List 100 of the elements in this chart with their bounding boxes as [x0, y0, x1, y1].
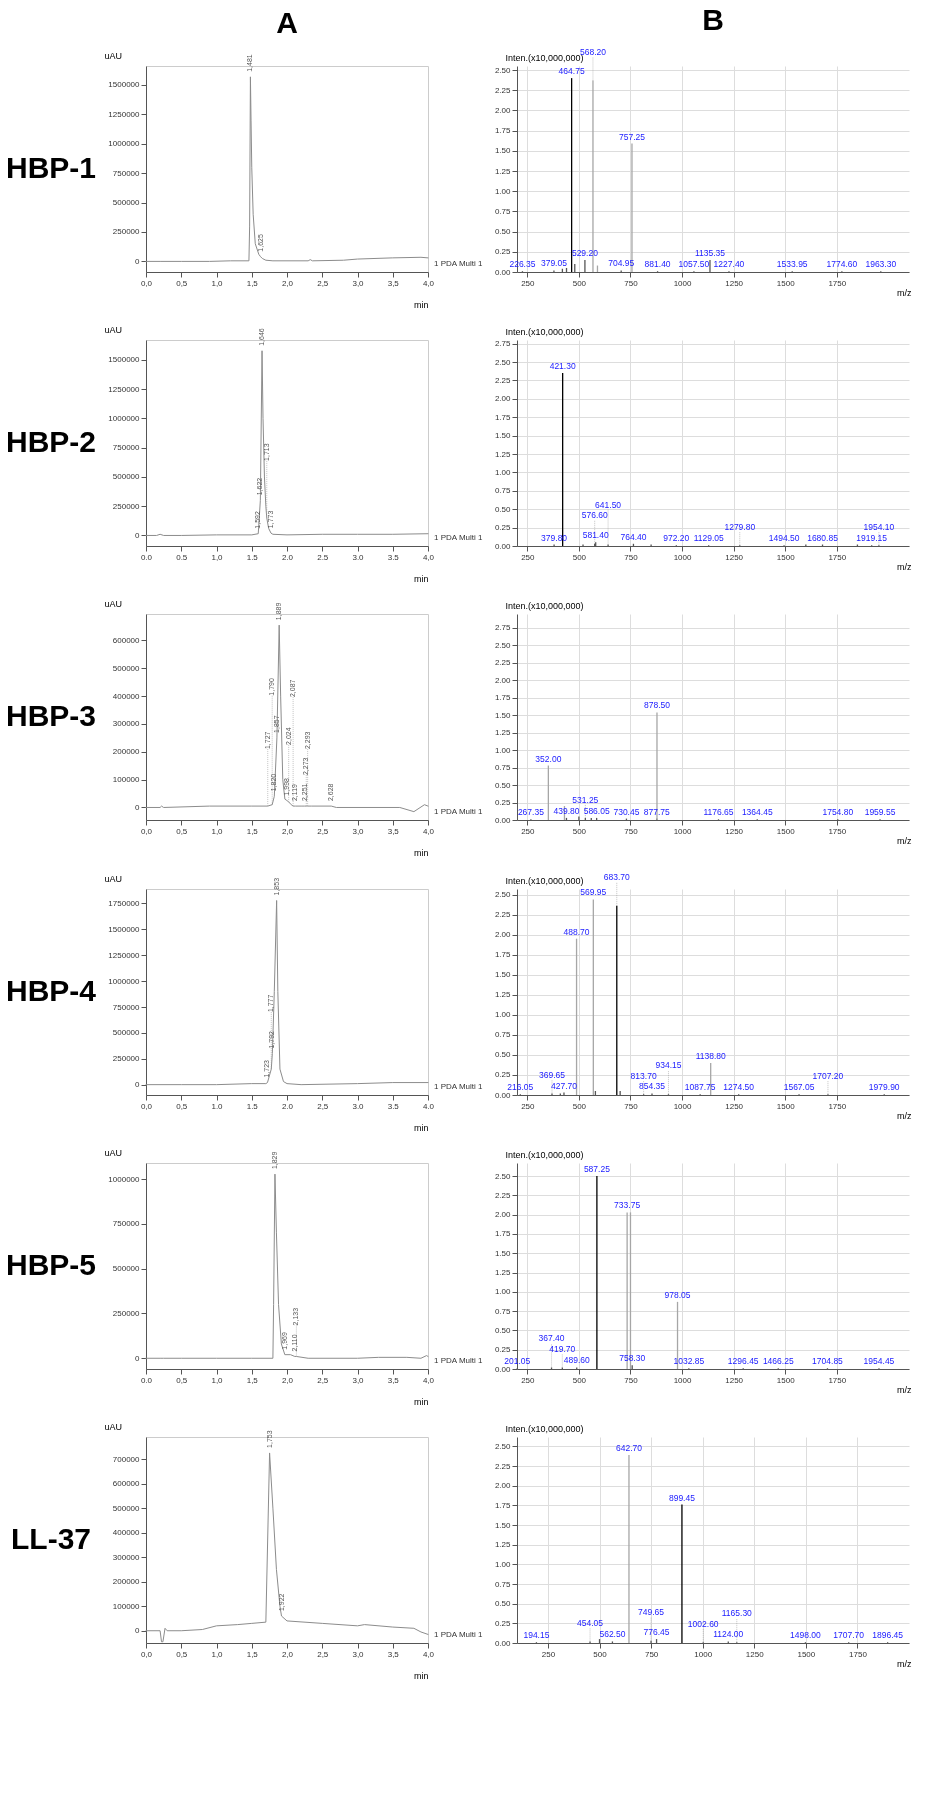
x-tick-label: 0,0	[140, 1101, 153, 1111]
y-axis-title: uAU	[104, 1147, 123, 1158]
x-tick-label: 1,0	[211, 278, 224, 288]
y-tick-label: 0	[135, 530, 141, 540]
annotation: 569.95	[580, 887, 607, 898]
x-tick-label: 0,0	[140, 1649, 153, 1659]
annotation: 1498.00	[790, 1630, 822, 1641]
x-tick-label: 1250	[725, 826, 744, 836]
x-tick-label: 1,5	[246, 1375, 259, 1385]
x-tick-label: 1,5	[246, 278, 259, 288]
y-tick-label: 0.00	[494, 1364, 512, 1374]
y-tick-label: 200000	[112, 1577, 141, 1587]
x-tick-label: 1500	[776, 1375, 796, 1385]
y-tick-label: 500000	[112, 198, 141, 208]
y-tick-label: 1.75	[494, 1229, 512, 1239]
y-tick-label: 0.00	[494, 541, 512, 551]
y-tick-label: 0.75	[494, 1306, 512, 1316]
y-tick-label: 0.75	[494, 1579, 512, 1589]
y-tick-label: 400000	[112, 691, 141, 701]
annotation: 489.60	[563, 1355, 591, 1366]
annotation: 733.75	[614, 1200, 641, 1211]
y-tick-label: 2.25	[494, 1461, 512, 1471]
y-tick-label: 300000	[112, 719, 141, 729]
y-tick-label: 1000000	[108, 413, 141, 423]
y-tick-label: 1500000	[108, 924, 141, 934]
annotation: 1954.45	[863, 1356, 895, 1367]
x-tick-label: 3,0	[352, 1375, 365, 1385]
x-tick-label: 2.5	[317, 552, 329, 562]
annotation: 369.65	[539, 1070, 566, 1081]
x-axis-title: min	[413, 1122, 429, 1133]
x-tick-label: 4,0	[422, 826, 435, 836]
annotation: 1979.90	[868, 1082, 900, 1093]
annotation: 641.50	[595, 499, 622, 510]
y-tick-label: 0	[135, 256, 141, 266]
y-tick-label: 1.25	[494, 1540, 512, 1550]
annotation: 1176.65	[703, 807, 734, 818]
annotation: 878.50	[643, 700, 671, 711]
annotation: 529.20	[571, 247, 599, 258]
y-tick-label: 500000	[112, 472, 141, 482]
chart-title: B	[702, 2, 724, 36]
y-tick-label: 0.00	[494, 267, 512, 277]
chart-title: A	[276, 6, 298, 39]
x-axis-title: m/z	[897, 1658, 912, 1669]
y-tick-label: 750000	[112, 1219, 141, 1229]
x-tick-label: 0,5	[176, 1649, 188, 1659]
x-tick-label: 1500	[776, 826, 796, 836]
x-axis-title: m/z	[897, 835, 912, 846]
x-tick-label: 1500	[797, 1649, 816, 1659]
y-tick-label: 2.00	[494, 675, 512, 685]
y-tick-label: 0.00	[494, 1638, 512, 1648]
x-tick-label: 2,0	[281, 278, 294, 288]
annotation: 454.05	[577, 1618, 604, 1629]
y-tick-label: 0.75	[494, 486, 512, 496]
y-tick-label: 0.75	[494, 206, 512, 216]
y-tick-label: 2.75	[494, 623, 512, 633]
annotation: 488.70	[563, 926, 590, 937]
x-tick-label: 4,0	[422, 552, 435, 562]
text: 1 PDA Multi 1	[434, 1081, 484, 1091]
x-tick-label: 1,0	[211, 1375, 224, 1385]
annotation: 1774.60	[826, 259, 858, 270]
y-tick-label: 1.25	[494, 166, 512, 176]
x-tick-label: 0.5	[176, 552, 188, 562]
x-tick-label: 2,5	[317, 1101, 329, 1111]
y-tick-label: 750000	[112, 443, 141, 453]
y-tick-label: 0.75	[494, 1030, 512, 1040]
annotation: 683.70	[603, 871, 631, 882]
annotation: 776.45	[643, 1627, 670, 1638]
x-tick-label: 0,0	[140, 826, 153, 836]
text: HBP-2	[5, 425, 97, 458]
x-tick-label: 1000	[673, 1101, 692, 1111]
y-tick-label: 250000	[112, 501, 141, 511]
annotation: 1227.40	[713, 259, 745, 270]
y-tick-label: 2.50	[494, 1171, 512, 1181]
annotation: 1533.95	[776, 259, 808, 270]
annotation: 1124.00	[713, 1629, 744, 1640]
x-tick-label: 500	[572, 552, 587, 562]
x-tick-label: 1,0	[211, 552, 224, 562]
y-tick-label: 0	[135, 802, 141, 812]
y-tick-label: 600000	[112, 635, 141, 645]
y-tick-label: 1.50	[494, 431, 512, 441]
y-tick-label: 2.50	[494, 1441, 512, 1451]
annotation: 978.05	[664, 1289, 691, 1300]
y-tick-label: 1500000	[108, 355, 141, 365]
y-axis-title: uAU	[104, 1421, 123, 1432]
y-axis-title: Inten.(x10,000,000)	[505, 1149, 584, 1160]
y-tick-label: 0.50	[494, 780, 512, 790]
annotation: 576.60	[581, 509, 608, 520]
annotation: 877.75	[643, 806, 671, 817]
x-tick-label: 1250	[725, 278, 744, 288]
y-tick-label: 2.00	[494, 1210, 512, 1220]
x-tick-label: 250	[521, 278, 536, 288]
x-axis-title: min	[413, 1670, 429, 1681]
text: 1 PDA Multi 1	[434, 258, 484, 268]
annotation: 813.70	[630, 1071, 657, 1082]
y-tick-label: 1250000	[108, 109, 141, 119]
annotation: 1279.80	[724, 522, 756, 533]
annotation: 757.25	[618, 131, 646, 142]
annotation: 352.00	[535, 753, 562, 764]
y-tick-label: 0.50	[494, 504, 512, 514]
x-tick-label: 1000	[673, 552, 692, 562]
